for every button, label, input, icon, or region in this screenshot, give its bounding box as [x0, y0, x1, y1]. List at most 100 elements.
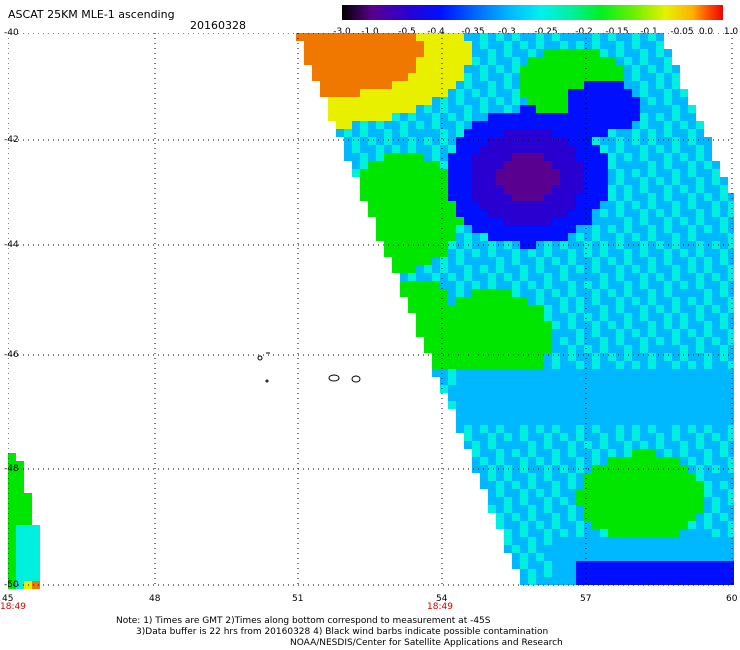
wind-cell — [688, 129, 696, 137]
wind-cell — [632, 345, 640, 353]
wind-cell — [368, 105, 376, 113]
wind-cell — [464, 281, 472, 289]
wind-cell — [648, 329, 656, 337]
wind-cell — [352, 89, 360, 97]
wind-cell — [616, 273, 624, 281]
wind-cell — [616, 537, 624, 545]
scale-label: 0.0 — [698, 27, 714, 37]
wind-cell — [640, 417, 648, 425]
wind-cell — [536, 97, 544, 105]
wind-cell — [440, 217, 448, 225]
wind-cell — [600, 377, 608, 385]
wind-cell — [592, 49, 600, 57]
wind-cell — [424, 313, 432, 321]
wind-cell — [432, 161, 440, 169]
wind-cell — [560, 545, 568, 553]
wind-cell — [704, 225, 712, 233]
wind-cell — [520, 65, 528, 73]
wind-cell — [704, 257, 712, 265]
wind-cell — [592, 273, 600, 281]
wind-cell — [688, 457, 696, 465]
wind-cell — [704, 505, 712, 513]
wind-cell — [552, 369, 560, 377]
wind-cell — [384, 65, 392, 73]
wind-cell — [696, 249, 704, 257]
wind-cell — [624, 201, 632, 209]
wind-cell — [664, 209, 672, 217]
wind-cell — [440, 153, 448, 161]
wind-cell — [720, 361, 728, 369]
wind-cell — [384, 49, 392, 57]
wind-cell — [672, 369, 680, 377]
wind-cell — [520, 121, 528, 129]
wind-cell — [520, 369, 528, 377]
wind-cell — [624, 177, 632, 185]
wind-cell — [664, 433, 672, 441]
wind-cell — [648, 353, 656, 361]
wind-cell — [536, 297, 544, 305]
wind-cell — [704, 529, 712, 537]
wind-cell — [520, 273, 528, 281]
wind-cell — [536, 257, 544, 265]
wind-cell — [480, 137, 488, 145]
wind-cell — [544, 401, 552, 409]
wind-cell — [8, 565, 16, 573]
wind-cell — [704, 145, 712, 153]
wind-cell — [600, 137, 608, 145]
wind-cell — [544, 89, 552, 97]
wind-cell — [632, 393, 640, 401]
wind-cell — [696, 569, 704, 577]
pass-time-right: 18:49 — [427, 602, 453, 612]
wind-cell — [680, 121, 688, 129]
wind-cell — [504, 337, 512, 345]
wind-cell — [464, 273, 472, 281]
wind-cell — [496, 297, 504, 305]
wind-cell — [528, 473, 536, 481]
wind-cell — [488, 321, 496, 329]
wind-cell — [344, 65, 352, 73]
wind-cell — [480, 385, 488, 393]
wind-cell — [496, 465, 504, 473]
wind-cell — [720, 273, 728, 281]
wind-cell — [360, 121, 368, 129]
wind-cell — [456, 305, 464, 313]
wind-cell — [712, 345, 720, 353]
wind-cell — [688, 337, 696, 345]
wind-cell — [712, 505, 720, 513]
wind-cell — [496, 41, 504, 49]
wind-cell — [552, 113, 560, 121]
wind-cell — [416, 249, 424, 257]
wind-cell — [664, 401, 672, 409]
wind-cell — [656, 297, 664, 305]
wind-cell — [496, 345, 504, 353]
wind-cell — [696, 281, 704, 289]
wind-cell — [664, 417, 672, 425]
wind-cell — [400, 73, 408, 81]
wind-cell — [456, 377, 464, 385]
wind-cell — [688, 393, 696, 401]
wind-cell — [520, 41, 528, 49]
wind-cell — [688, 577, 696, 585]
wind-cell — [376, 73, 384, 81]
wind-cell — [440, 73, 448, 81]
wind-cell — [656, 473, 664, 481]
wind-cell — [520, 57, 528, 65]
wind-cell — [576, 513, 584, 521]
wind-cell — [448, 369, 456, 377]
wind-cell — [536, 505, 544, 513]
wind-cell — [720, 337, 728, 345]
wind-cell — [528, 345, 536, 353]
wind-cell — [624, 89, 632, 97]
wind-cell — [552, 337, 560, 345]
wind-cell — [552, 305, 560, 313]
wind-cell — [384, 41, 392, 49]
wind-cell — [592, 545, 600, 553]
wind-cell — [648, 281, 656, 289]
wind-cell — [400, 65, 408, 73]
wind-cell — [624, 369, 632, 377]
wind-cell — [480, 145, 488, 153]
wind-cell — [504, 225, 512, 233]
wind-cell — [528, 33, 536, 41]
wind-cell — [584, 105, 592, 113]
wind-cell — [640, 353, 648, 361]
